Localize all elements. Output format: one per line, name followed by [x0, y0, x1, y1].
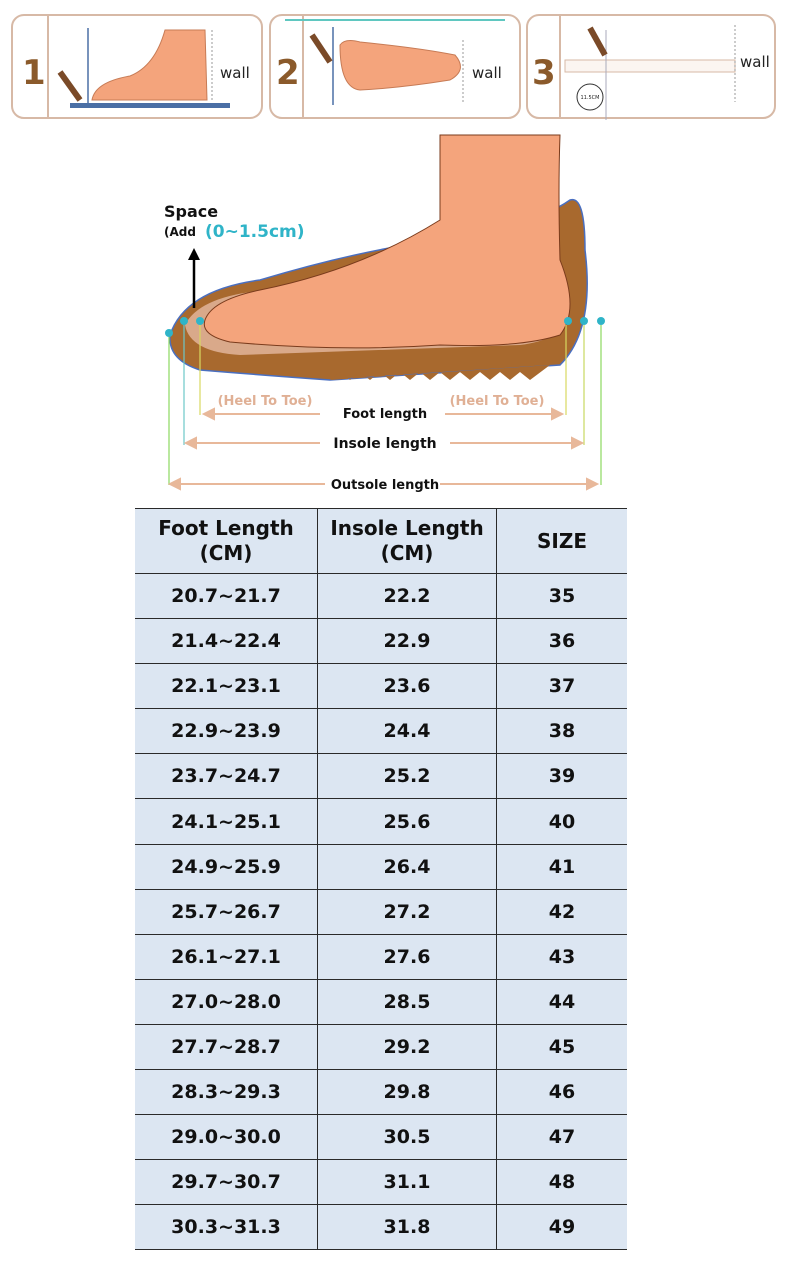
- pencil-icon: [57, 70, 83, 102]
- header-foot-length: Foot Length (CM): [135, 508, 318, 574]
- table-row: 29.7~30.7 31.1 48: [135, 1159, 627, 1206]
- insole-length-cell: 29.8: [317, 1069, 497, 1116]
- step-1-wall-label: wall: [220, 64, 250, 82]
- add-label: (Add: [164, 225, 196, 239]
- table-row: 30.3~31.3 31.8 49: [135, 1204, 627, 1251]
- foot-illustration: [203, 134, 571, 349]
- table-row: 27.7~28.7 29.2 45: [135, 1023, 627, 1071]
- size-cell: 45: [496, 1023, 627, 1071]
- size-cell: 43: [496, 933, 627, 980]
- step-3: 3 11.5CM wall: [526, 14, 776, 120]
- foot-length-cell: 24.1~25.1: [135, 798, 318, 845]
- table-row: 22.9~23.9 24.4 38: [135, 708, 627, 755]
- table-row: 21.4~22.4 22.9 36: [135, 618, 627, 665]
- shoe-length-diagram: Space (Add (0~1.5cm) (Heel To Toe) (Heel…: [164, 134, 605, 493]
- table-row: 25.7~26.7 27.2 42: [135, 888, 627, 935]
- insole-length-cell: 28.5: [317, 978, 497, 1025]
- pencil-icon: [309, 33, 333, 64]
- step-2-wall-label: wall: [472, 64, 502, 82]
- size-cell: 38: [496, 708, 627, 755]
- header-size: SIZE: [496, 508, 627, 574]
- size-cell: 35: [496, 572, 627, 620]
- table-row: 27.0~28.0 28.5 44: [135, 978, 627, 1025]
- table-row: 20.7~21.7 22.2 35: [135, 572, 627, 620]
- size-cell: 39: [496, 753, 627, 800]
- ruler-reading: 11.5CM: [581, 95, 600, 101]
- table-row: 22.1~23.1 23.6 37: [135, 663, 627, 710]
- insole-length-cell: 24.4: [317, 708, 497, 755]
- size-cell: 46: [496, 1069, 627, 1116]
- step-3-number: 3: [532, 53, 556, 93]
- space-label: Space: [164, 202, 218, 221]
- step-2-number: 2: [276, 53, 300, 93]
- insole-length-cell: 26.4: [317, 843, 497, 890]
- foot-length-cell: 26.1~27.1: [135, 933, 318, 980]
- foot-length-cell: 25.7~26.7: [135, 888, 318, 935]
- heel-to-toe-left: (Heel To Toe): [218, 394, 313, 409]
- header-text: SIZE: [536, 528, 587, 553]
- step-1: 1 wall: [11, 14, 263, 119]
- foot-length-cell: 27.7~28.7: [135, 1023, 318, 1071]
- pencil-icon: [587, 26, 608, 57]
- foot-length-cell: 20.7~21.7: [135, 572, 318, 620]
- foot-length-cell: 29.7~30.7: [135, 1159, 318, 1206]
- size-cell: 48: [496, 1159, 627, 1206]
- heel-to-toe-right: (Heel To Toe): [450, 394, 545, 409]
- insole-length-cell: 27.2: [317, 888, 497, 935]
- size-cell: 37: [496, 663, 627, 710]
- size-chart-table: Foot Length (CM) Insole Length (CM) SIZE 2…: [135, 508, 627, 1251]
- foot-length-cell: 27.0~28.0: [135, 978, 318, 1025]
- insole-length-cell: 22.2: [317, 572, 497, 620]
- foot-length-cell: 21.4~22.4: [135, 618, 318, 665]
- header-insole-length: Insole Length (CM): [317, 508, 497, 574]
- foot-length-cell: 28.3~29.3: [135, 1069, 318, 1116]
- size-cell: 40: [496, 798, 627, 845]
- table-row: 28.3~29.3 29.8 46: [135, 1069, 627, 1116]
- size-cell: 42: [496, 888, 627, 935]
- add-value: (0~1.5cm): [205, 222, 305, 242]
- insole-length-cell: 30.5: [317, 1114, 497, 1161]
- header-text: Insole Length: [330, 516, 484, 540]
- table-row: 29.0~30.0 30.5 47: [135, 1114, 627, 1161]
- table-row: 23.7~24.7 25.2 39: [135, 753, 627, 800]
- table-row: 26.1~27.1 27.6 43: [135, 933, 627, 980]
- table-row: 24.9~25.9 26.4 41: [135, 843, 627, 890]
- header-unit: (CM): [380, 541, 434, 565]
- table-header-row: Foot Length (CM) Insole Length (CM) SIZE: [135, 508, 627, 574]
- foot-side-icon: [91, 29, 208, 101]
- insole-length-cell: 22.9: [317, 618, 497, 665]
- size-cell: 41: [496, 843, 627, 890]
- foot-length-cell: 24.9~25.9: [135, 843, 318, 890]
- size-cell: 44: [496, 978, 627, 1025]
- insole-length-cell: 29.2: [317, 1023, 497, 1071]
- foot-top-icon: [339, 40, 461, 91]
- insole-length-cell: 25.2: [317, 753, 497, 800]
- ruler: [564, 59, 736, 73]
- insole-length-cell: 23.6: [317, 663, 497, 710]
- foot-length-label: Foot length: [343, 407, 427, 422]
- size-cell: 36: [496, 618, 627, 665]
- measure-points: [165, 317, 605, 337]
- header-unit: (CM): [199, 541, 253, 565]
- insole-length-cell: 31.1: [317, 1159, 497, 1206]
- size-cell: 49: [496, 1204, 627, 1251]
- insole-length-cell: 27.6: [317, 933, 497, 980]
- step-3-wall-label: wall: [740, 53, 770, 71]
- step-1-number: 1: [22, 53, 46, 93]
- foot-length-cell: 22.1~23.1: [135, 663, 318, 710]
- outsole-length-label: Outsole length: [331, 478, 439, 493]
- measurement-steps: 1 wall 2 wall 3 11.5CM wall: [11, 14, 776, 120]
- foot-length-cell: 23.7~24.7: [135, 753, 318, 800]
- table-row: 24.1~25.1 25.6 40: [135, 798, 627, 845]
- foot-length-cell: 30.3~31.3: [135, 1204, 318, 1251]
- insole-length-cell: 31.8: [317, 1204, 497, 1251]
- size-cell: 47: [496, 1114, 627, 1161]
- step-2: 2 wall: [269, 14, 521, 119]
- foot-length-cell: 29.0~30.0: [135, 1114, 318, 1161]
- insole-length-label: Insole length: [333, 436, 436, 452]
- foot-length-cell: 22.9~23.9: [135, 708, 318, 755]
- insole-length-cell: 25.6: [317, 798, 497, 845]
- header-text: Foot Length: [158, 516, 294, 540]
